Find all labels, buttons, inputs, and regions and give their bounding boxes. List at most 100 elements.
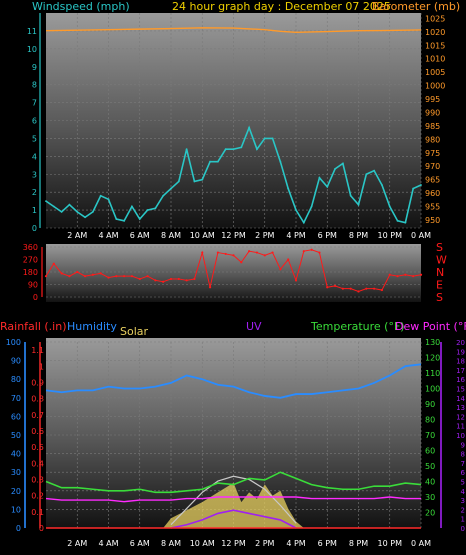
barometer-tick-label: 955 bbox=[425, 203, 440, 212]
direction-point bbox=[99, 272, 102, 275]
uv-tick-label: 20 bbox=[456, 339, 465, 347]
rainfall-tick-label: 0.6 bbox=[31, 427, 44, 436]
windspeed-point bbox=[287, 187, 290, 190]
direction-point bbox=[44, 275, 48, 278]
direction-point bbox=[83, 275, 87, 278]
humidity-tick-label: 20 bbox=[11, 487, 21, 496]
humidity-tick-label: 30 bbox=[11, 468, 21, 477]
uv-label: UV bbox=[246, 320, 262, 333]
uv-tick-label: 5 bbox=[461, 479, 465, 487]
direction-point bbox=[388, 273, 391, 276]
temperature-series-line bbox=[45, 471, 422, 494]
direction-point bbox=[91, 273, 94, 276]
direction-point bbox=[318, 251, 321, 254]
wind-tick-label: 5 bbox=[32, 134, 37, 143]
rainfall-tick-label: 0.2 bbox=[31, 492, 44, 501]
windspeed-point bbox=[420, 184, 422, 186]
wind-tick-label: 11 bbox=[27, 27, 37, 36]
x-tick-label: 6 AM bbox=[130, 231, 150, 240]
wind-tick-label: 4 bbox=[32, 152, 37, 161]
x-tick-label: 4 AM bbox=[98, 539, 118, 548]
windspeed-point bbox=[396, 219, 399, 222]
direction-point bbox=[373, 287, 376, 290]
rainfall-tick-label: 0.5 bbox=[31, 443, 44, 452]
direction-point bbox=[162, 280, 165, 283]
direction-tick-label: 180 bbox=[23, 268, 38, 277]
windspeed-point bbox=[60, 210, 63, 213]
direction-point bbox=[177, 277, 180, 281]
humidity-tick-label: 100 bbox=[6, 338, 21, 347]
windspeed-point bbox=[123, 219, 126, 222]
humidity-tick-label: 40 bbox=[11, 450, 21, 459]
humidity-tick-label: 60 bbox=[11, 412, 21, 421]
barometer-tick-label: 950 bbox=[425, 216, 440, 225]
temperature-axis-title: Temperature (°F) bbox=[310, 320, 405, 333]
windspeed-point bbox=[248, 126, 251, 129]
windspeed-point bbox=[232, 148, 235, 151]
barometer-tick-label: 960 bbox=[425, 189, 440, 198]
uv-tick-label: 14 bbox=[456, 395, 465, 403]
uv-tick-label: 7 bbox=[461, 460, 465, 468]
windspeed-point bbox=[404, 221, 407, 224]
windspeed-point bbox=[170, 187, 172, 190]
uv-tick-label: 6 bbox=[461, 469, 466, 477]
x-tick-label: 6 PM bbox=[318, 231, 337, 240]
uv-tick-label: 11 bbox=[456, 423, 465, 431]
direction-point bbox=[412, 275, 415, 278]
direction-point bbox=[333, 284, 337, 287]
uv-tick-label: 10 bbox=[456, 432, 465, 440]
windspeed-axis-title: Windspeed (mph) bbox=[32, 0, 130, 13]
barometer-tick-label: 1000 bbox=[425, 82, 445, 91]
rainfall-axis-title: Rainfall (.in) bbox=[0, 320, 67, 333]
windspeed-point bbox=[68, 203, 71, 206]
windspeed-point bbox=[365, 173, 368, 176]
compass-label: S bbox=[436, 291, 443, 304]
windspeed-point bbox=[224, 148, 227, 151]
direction-point bbox=[224, 252, 227, 256]
rainfall-tick-label: 0.8 bbox=[31, 395, 44, 404]
windspeed-point bbox=[99, 194, 102, 197]
temperature-tick-label: 100 bbox=[425, 385, 440, 394]
barometer-tick-label: 990 bbox=[425, 108, 440, 117]
windspeed-point bbox=[84, 216, 86, 219]
direction-tick-label: 360 bbox=[23, 243, 38, 252]
windspeed-point bbox=[310, 205, 313, 208]
x-tick-label: 4 PM bbox=[286, 539, 305, 548]
wind-tick-label: 2 bbox=[32, 188, 37, 197]
x-tick-label: 12 PM bbox=[221, 539, 246, 548]
direction-tick-label: 270 bbox=[23, 256, 38, 265]
temperature-tick-label: 120 bbox=[425, 354, 440, 363]
rainfall-tick-label: 1.1 bbox=[31, 346, 44, 355]
direction-point bbox=[130, 275, 134, 278]
windspeed-point bbox=[388, 205, 391, 208]
windspeed-point bbox=[341, 162, 344, 165]
humidity-tick-label: 80 bbox=[11, 375, 21, 384]
chart-title: 24 hour graph day : December 07 2025 bbox=[172, 0, 391, 13]
direction-tick-label: 0 bbox=[33, 293, 38, 302]
windspeed-point bbox=[201, 178, 204, 181]
windspeed-point bbox=[154, 207, 157, 210]
wind-tick-label: 0 bbox=[32, 224, 37, 233]
solar-label: Solar bbox=[120, 325, 149, 338]
windspeed-point bbox=[209, 160, 211, 163]
windspeed-point bbox=[412, 187, 415, 190]
wind-tick-label: 9 bbox=[32, 63, 37, 72]
windspeed-point bbox=[162, 194, 165, 197]
windspeed-point bbox=[373, 169, 376, 172]
direction-point bbox=[240, 261, 243, 264]
temperature-tick-label: 70 bbox=[425, 431, 435, 440]
barometer-tick-label: 965 bbox=[425, 176, 440, 185]
windspeed-point bbox=[318, 176, 321, 179]
windspeed-point bbox=[357, 203, 360, 206]
uv-tick-label: 3 bbox=[461, 497, 465, 505]
direction-point bbox=[341, 287, 344, 290]
uv-tick-label: 8 bbox=[461, 451, 465, 459]
direction-point bbox=[404, 273, 407, 276]
barometer-axis-title: Barometer (mb) bbox=[372, 0, 460, 13]
x-tick-label: 6 PM bbox=[318, 539, 337, 548]
wind-tick-label: 6 bbox=[32, 117, 37, 126]
x-tick-label: 10 AM bbox=[190, 231, 215, 240]
rainfall-tick-label: 1 bbox=[39, 362, 44, 371]
humidity-tick-label: 0 bbox=[16, 524, 21, 533]
windspeed-point bbox=[263, 137, 266, 140]
